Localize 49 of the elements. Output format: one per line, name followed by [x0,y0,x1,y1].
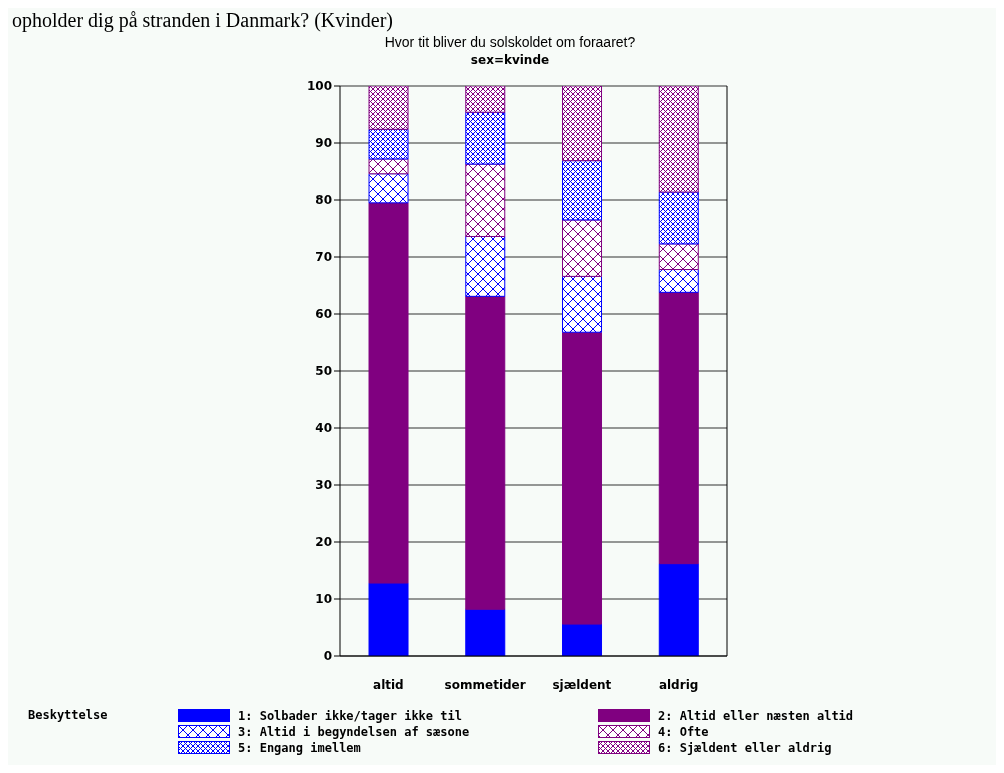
chart-title: Hvor tit bliver du solskoldet om foraaret? [383,34,637,50]
bar [465,86,506,113]
bar [562,331,603,625]
bar [368,202,409,584]
legend-label: 1: Solbader ikke/tager ikke til [238,708,462,723]
bar [368,158,409,175]
y-tick-label: 20 [315,535,332,550]
bar [658,563,699,656]
bar [562,275,603,333]
y-tick-label: 50 [315,364,332,379]
bar [658,291,699,565]
y-tick-label: 40 [315,421,332,436]
bar [465,111,506,165]
bar [368,582,409,656]
legend-label: 3: Altid i begyndelsen af sæsone [238,724,470,739]
legend-label: 4: Ofte [658,724,709,739]
x-tick-label: aldrig [658,677,699,692]
legend-label: 6: Sjældent eller aldrig [658,740,832,755]
y-tick-label: 0 [323,649,332,664]
y-tick-label: 70 [315,250,332,265]
y-tick-label: 90 [315,136,332,151]
bar [658,86,699,193]
bar [658,243,699,271]
bar [658,191,699,245]
bar [562,86,603,162]
bar [562,160,603,221]
y-tick-label: 100 [306,79,332,94]
bar [465,163,506,237]
bar [562,623,603,656]
legend-label: 2: Altid eller næsten altid [658,708,854,723]
bar [465,235,506,297]
bar [658,269,699,293]
bar [465,295,506,610]
legend-title: Beskyttelse [28,708,109,724]
text: opholder dig på stranden i Danmark? (Kvinder) [12,8,393,32]
y-tick-label: 30 [315,478,332,493]
legend-label: 5: Engang imellem [238,740,361,755]
y-tick-label: 80 [315,193,332,208]
bar [368,173,409,204]
x-tick-label: altid [373,677,404,692]
x-tick-label: sjældent [552,677,612,692]
y-tick-label: 60 [315,307,332,322]
bar [368,128,409,160]
x-tick-label: sommetider [444,677,526,692]
bar [368,86,409,130]
bar [562,219,603,277]
y-tick-label: 10 [315,592,332,607]
chart-subtitle: sex=kvinde [469,53,551,67]
bar [465,608,506,656]
